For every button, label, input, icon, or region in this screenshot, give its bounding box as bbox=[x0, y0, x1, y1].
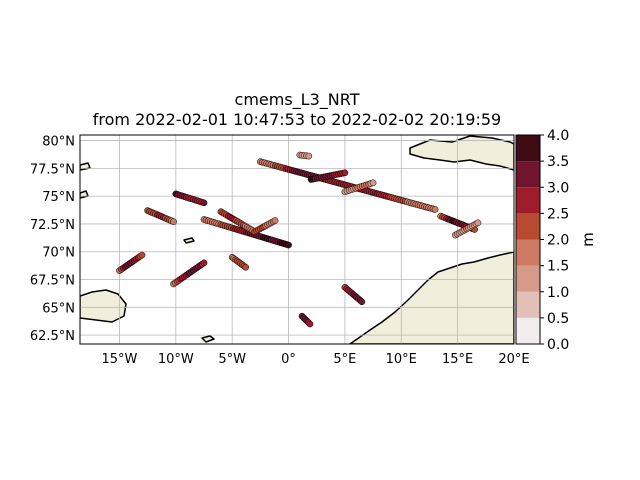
x-tick-label: 10°W bbox=[158, 352, 194, 367]
x-tick-label: 15°W bbox=[102, 352, 138, 367]
y-tick-label: 80°N bbox=[42, 135, 75, 150]
y-tick-label: 62.5°N bbox=[30, 329, 75, 344]
track-point bbox=[432, 206, 438, 212]
x-tick-label: 5°E bbox=[333, 352, 356, 367]
colorbar: 0.0 0.5 1.0 1.5 2.0 2.5 3.0 3.5 4.0 m bbox=[516, 128, 597, 353]
colorbar-bin bbox=[516, 292, 540, 318]
x-tick-label: 10°E bbox=[386, 352, 417, 367]
y-axis-ticks: 62.5°N 65°N 67.5°N 70°N 72.5°N 75°N 77.5°N 80°N bbox=[30, 135, 75, 345]
x-tick-label: 20°E bbox=[498, 352, 529, 367]
colorbar-tick-label: 4.0 bbox=[547, 128, 569, 144]
x-tick-label: 15°E bbox=[442, 352, 473, 367]
track-point bbox=[475, 220, 481, 226]
colorbar-tick-label: 2.5 bbox=[547, 206, 569, 222]
y-tick-label: 75°N bbox=[42, 190, 75, 205]
colorbar-bin bbox=[516, 318, 540, 344]
track-point bbox=[370, 180, 376, 186]
track-point bbox=[272, 218, 278, 224]
colorbar-tick-label: 0.5 bbox=[547, 311, 569, 327]
track-point bbox=[201, 200, 207, 206]
colorbar-tick-label: 2.0 bbox=[547, 233, 569, 249]
track-point bbox=[201, 260, 207, 266]
colorbar-bin bbox=[516, 266, 540, 292]
y-tick-label: 65°N bbox=[42, 301, 75, 316]
colorbar-tick-label: 1.5 bbox=[547, 259, 569, 275]
y-tick-label: 67.5°N bbox=[30, 274, 75, 289]
track-point bbox=[307, 321, 313, 327]
colorbar-bin bbox=[516, 213, 540, 239]
x-tick-label: 5°W bbox=[218, 352, 246, 367]
y-tick-label: 72.5°N bbox=[30, 218, 75, 233]
colorbar-bin bbox=[516, 161, 540, 187]
colorbar-bin bbox=[516, 240, 540, 266]
track-point bbox=[285, 242, 291, 248]
x-tick-label: 0° bbox=[281, 352, 296, 367]
colorbar-bin bbox=[516, 135, 540, 161]
track-point bbox=[359, 299, 365, 305]
track-point bbox=[306, 153, 312, 159]
colorbar-label: m bbox=[579, 232, 597, 247]
greenland-tip bbox=[80, 163, 90, 170]
y-tick-label: 77.5°N bbox=[30, 162, 75, 177]
x-axis-ticks: 15°W 10°W 5°W 0° 5°E 10°E 15°E 20°E bbox=[102, 352, 530, 367]
colorbar-tick-label: 1.0 bbox=[547, 285, 569, 301]
colorbar-tick-label: 3.0 bbox=[547, 180, 569, 196]
track-point bbox=[139, 252, 145, 258]
track-point bbox=[342, 170, 348, 176]
colorbar-tick-label: 3.5 bbox=[547, 154, 569, 170]
track-point bbox=[170, 219, 176, 225]
greenland-edge bbox=[80, 191, 88, 198]
colorbar-bin bbox=[516, 187, 540, 213]
y-tick-label: 70°N bbox=[42, 246, 75, 261]
colorbar-tick-label: 0.0 bbox=[547, 337, 569, 353]
track-point bbox=[243, 264, 249, 270]
